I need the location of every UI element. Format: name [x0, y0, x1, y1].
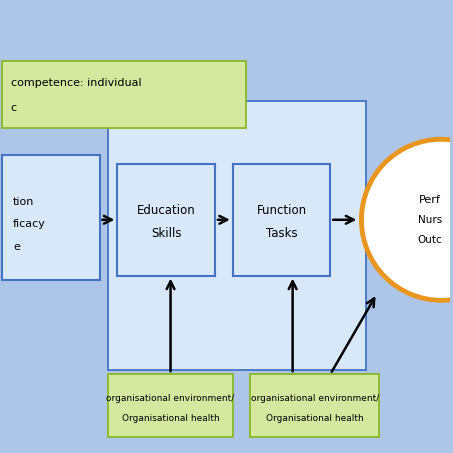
- Text: Organisational health: Organisational health: [266, 414, 364, 423]
- Text: Outc: Outc: [418, 235, 443, 245]
- Text: ficacy: ficacy: [13, 219, 46, 229]
- Text: competence: individual: competence: individual: [11, 78, 141, 88]
- Circle shape: [361, 139, 453, 300]
- Text: tion: tion: [13, 197, 34, 207]
- Text: Tasks: Tasks: [266, 226, 297, 240]
- Text: Perf: Perf: [419, 195, 441, 205]
- Text: organisational environment/: organisational environment/: [251, 394, 379, 403]
- FancyBboxPatch shape: [2, 61, 246, 128]
- FancyBboxPatch shape: [108, 374, 233, 437]
- Text: Skills: Skills: [151, 226, 181, 240]
- Text: organisational environment/: organisational environment/: [106, 394, 235, 403]
- FancyBboxPatch shape: [2, 155, 100, 280]
- FancyBboxPatch shape: [108, 101, 366, 370]
- Text: Education: Education: [137, 204, 196, 217]
- FancyBboxPatch shape: [251, 374, 379, 437]
- Text: e: e: [13, 241, 20, 251]
- Text: Organisational health: Organisational health: [122, 414, 219, 423]
- Text: c: c: [11, 103, 17, 113]
- FancyBboxPatch shape: [9, 5, 448, 448]
- FancyBboxPatch shape: [233, 164, 330, 276]
- Text: Nurs: Nurs: [418, 215, 443, 225]
- Text: Function: Function: [256, 204, 307, 217]
- FancyBboxPatch shape: [117, 164, 215, 276]
